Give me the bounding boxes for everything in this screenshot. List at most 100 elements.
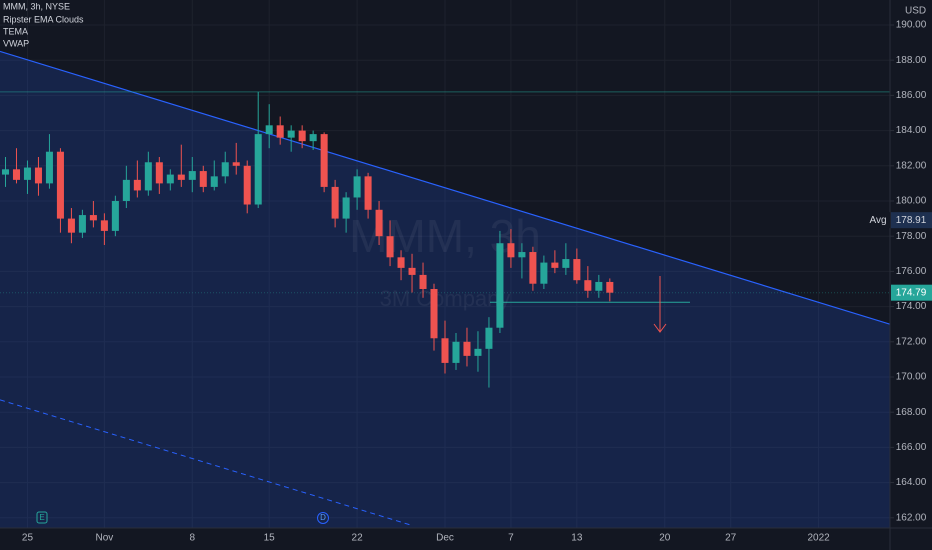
candle-body [507,243,515,258]
candle-body [276,125,284,138]
candles-layer [1,91,614,388]
event-e: E [36,511,48,524]
candle-body [353,176,361,198]
x-tick-label: 27 [725,533,737,544]
candle-body [89,215,97,221]
axis-layer: 190.00 188.00 186.00 184.00 182.00 180.00 178.… [22,20,932,544]
candle-body [463,341,471,356]
avg-value-badge [891,212,932,229]
candle-body [23,167,31,180]
watermark-company: 3M Company [380,286,511,311]
x-tick-label: 25 [22,533,34,544]
x-tick-label: 7 [508,533,514,544]
candle-body [584,280,592,291]
candle-body [254,134,262,205]
candle-body [100,220,108,231]
y-tick-label: 172.00 [896,336,927,347]
x-tick-label: 2022 [807,533,830,544]
candle-body [540,262,548,284]
candle-body [441,338,449,363]
x-tick-label: 8 [190,533,196,544]
candle-body [452,341,460,363]
candle-body [562,259,570,268]
candle-body [474,348,482,356]
y-tick-label: 164.00 [896,477,927,488]
candle-body [529,252,537,284]
candle-body [551,262,559,268]
candle-body [199,171,207,187]
candle-body [386,236,394,258]
y-tick-label: 162.00 [896,512,927,523]
y-tick-label: 184.00 [896,125,927,136]
arrow-down [653,276,667,333]
x-tick-label: 20 [659,533,671,544]
candle-body [78,215,86,233]
avg-badge [866,212,890,229]
candle-body [309,134,317,142]
x-tick-label: Nov [95,533,113,544]
candle-body [496,243,504,328]
candle-body [221,162,229,177]
event-badge [36,511,48,524]
candle-body [320,134,328,187]
event-badge [317,512,329,524]
candle-body [177,174,185,180]
y-tick-label: 170.00 [896,372,927,383]
candle-body [111,200,119,231]
candle-body [265,125,273,135]
last-price-label: 174.79 [896,287,927,298]
event-label[interactable]: D [320,513,326,522]
y-tick-label: 186.00 [896,90,927,101]
x-tick-label: 13 [571,533,583,544]
y-tick-label: 182.00 [896,160,927,171]
candle-body [243,165,251,205]
candle-body [122,179,130,201]
y-tick-label: 174.00 [896,301,927,312]
candle-body [166,174,174,184]
y-tick-label: 190.00 [896,20,927,31]
candle-body [67,218,75,233]
candle-body [595,281,603,291]
candle-body [518,252,526,258]
y-tick-label: 168.00 [896,407,927,418]
candle-body [331,186,339,219]
candle-body [155,162,163,184]
candle-body [408,267,416,275]
y-tick-label: 180.00 [896,196,927,207]
legend-item: VWAP [3,38,29,48]
x-tick-label: 15 [264,533,276,544]
candle-body [45,151,53,184]
candle-body [342,197,350,219]
trend-line [0,50,891,325]
y-tick-label: 178.00 [896,231,927,242]
last-price-badge [891,284,932,301]
candle-body [485,327,493,349]
candle-body [56,151,64,219]
legend: MMM, 3h, NYSE Ripster EMA Clouds TEMA VW… [3,1,84,48]
y-tick-label: 188.00 [896,55,927,66]
candle-body [12,169,20,180]
legend-item: TEMA [3,26,28,36]
y-tick-label: 166.00 [896,442,927,453]
candle-body [34,167,42,184]
candle-body [232,162,240,166]
candle-body [573,259,581,281]
currency-label: USD [905,6,926,17]
avg-value: 178.91 [896,215,927,226]
candle-body [419,274,427,289]
candle-body [188,171,196,180]
event-label[interactable]: E [39,513,44,522]
candle-body [1,169,10,175]
legend-title: MMM, 3h, NYSE [3,1,70,11]
candle-body [210,176,218,187]
legend-item: Ripster EMA Clouds [3,14,84,24]
candle-body [430,288,438,339]
candle-body [606,281,614,293]
candle-body [287,130,295,138]
x-tick-label: 22 [352,533,364,544]
candle-body [375,209,383,237]
candle-body [133,179,141,191]
x-tick-label: Dec [436,533,454,544]
y-tick-label: 176.00 [896,266,927,277]
